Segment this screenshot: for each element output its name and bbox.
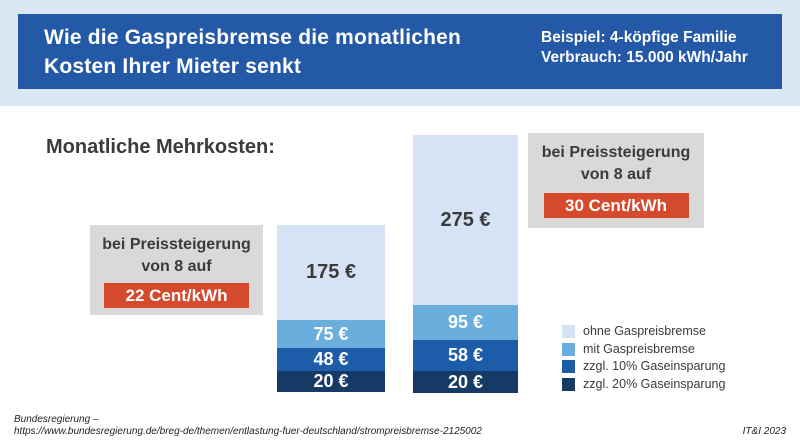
segment-value-label: 20 € bbox=[447, 371, 484, 392]
chart-legend: ohne Gaspreisbremse mit Gaspreisbremse zzg… bbox=[562, 325, 725, 395]
info-box-22-line2: von 8 auf bbox=[141, 258, 212, 275]
legend-label: mit Gaspreisbremse bbox=[583, 341, 695, 356]
segment-value-label: 48 € bbox=[313, 349, 349, 369]
bar-30-cent-segment-1: 275 € bbox=[413, 135, 518, 305]
credit-label: IT&I 2023 bbox=[742, 426, 786, 437]
bar-22-cent-segment-4: 20 € bbox=[277, 371, 385, 392]
info-box-30-line2: von 8 auf bbox=[580, 166, 652, 183]
source-line1: Bundesregierung – bbox=[14, 414, 99, 425]
info-box-30-line1: bei Preissteigerung bbox=[541, 144, 691, 161]
price-badge-22-cent: 22 Cent/kWh bbox=[104, 283, 249, 308]
bar-30-cent-segment-4: 20 € bbox=[413, 371, 518, 393]
bar-22-cent-segment-1: 175 € bbox=[277, 225, 385, 320]
page-title: Wie die Gaspreisbremse die monatlichen K… bbox=[44, 23, 461, 81]
section-heading: Monatliche Mehrkosten: bbox=[46, 136, 275, 158]
source-attribution: Bundesregierung – https://www.bundesregi… bbox=[14, 414, 482, 438]
legend-swatch-icon bbox=[562, 377, 575, 391]
segment-value-label: 75 € bbox=[313, 323, 349, 344]
price-badge-30-cent: 30 Cent/kWh bbox=[543, 193, 689, 218]
legend-item-4: zzgl. 20% Gaseinsparung bbox=[562, 376, 726, 391]
example-info: Beispiel: 4-köpfige Familie Verbrauch: 1… bbox=[541, 28, 748, 68]
bar-30-cent: 275 € 95 € 58 € 20 € bbox=[413, 135, 518, 393]
segment-value-label: 58 € bbox=[447, 345, 484, 365]
header-box: Wie die Gaspreisbremse die monatlichen K… bbox=[18, 14, 782, 89]
legend-label: zzgl. 20% Gaseinsparung bbox=[583, 376, 726, 391]
segment-value-label: 20 € bbox=[313, 371, 349, 391]
segment-value-label: 275 € bbox=[440, 208, 491, 231]
bar-30-cent-segment-3: 58 € bbox=[413, 340, 518, 371]
segment-value-label: 95 € bbox=[447, 312, 484, 332]
bar-30-cent-segment-2: 95 € bbox=[413, 305, 518, 340]
legend-swatch-icon bbox=[562, 360, 575, 373]
page-title-line2: Kosten Ihrer Mieter senkt bbox=[44, 55, 302, 78]
bar-22-cent-segment-2: 75 € bbox=[277, 320, 385, 348]
segment-value-label: 175 € bbox=[305, 261, 357, 283]
legend-item-2: mit Gaspreisbremse bbox=[562, 341, 725, 356]
example-family: Beispiel: 4-köpfige Familie bbox=[541, 29, 737, 46]
legend-label: zzgl. 10% Gaseinsparung bbox=[583, 359, 726, 373]
source-url: https://www.bundesregierung.de/breg-de/t… bbox=[14, 426, 482, 437]
bar-22-cent: 175 € 75 € 48 €20 € bbox=[277, 225, 385, 392]
legend-item-3: zzgl. 10% Gaseinsparung bbox=[562, 360, 725, 373]
page-title-line1: Wie die Gaspreisbremse die monatlichen bbox=[44, 26, 462, 49]
info-box-22-line1: bei Preissteigerung bbox=[102, 236, 251, 253]
legend-swatch-icon bbox=[562, 342, 575, 356]
legend-item-1: ohne Gaspreisbremse bbox=[562, 325, 725, 338]
bar-22-cent-segment-3: 48 € bbox=[277, 348, 385, 371]
info-box-22-cent: bei Preissteigerung von 8 auf 22 Cent/kW… bbox=[90, 225, 263, 315]
legend-swatch-icon bbox=[562, 325, 575, 338]
example-consumption: Verbrauch: 15.000 kWh/Jahr bbox=[541, 49, 748, 66]
legend-label: ohne Gaspreisbremse bbox=[583, 324, 706, 338]
info-box-30-cent: bei Preissteigerung von 8 auf 30 Cent/kW… bbox=[528, 133, 704, 228]
